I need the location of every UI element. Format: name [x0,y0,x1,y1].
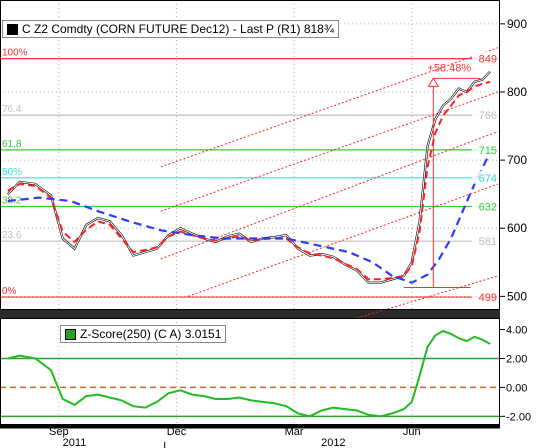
level-tag-bg-0 [472,51,499,65]
zscore-ytick-label-1: 0.00 [506,382,527,394]
level-tag-0: 849 [479,54,497,66]
move-arrow-head [427,77,440,87]
level-tag-bg-3 [472,170,499,184]
time-tick-label-0: Sep [49,426,69,438]
level-tag-bg-1 [472,108,499,122]
zscore-plot-frame [0,318,500,425]
year-label-2012: 2012 [321,437,345,448]
time-axis-area [0,428,540,448]
moving-average-short [7,80,491,281]
panel-separator [0,310,540,318]
level-tag-bg-4 [472,199,499,213]
time-tick-label-2: Mar [285,426,304,438]
level-tag-1: 766 [479,110,497,122]
fib-level-label-0: 100% [2,48,28,59]
zscore-legend-swatch [65,328,76,340]
level-tag-5: 581 [479,236,497,248]
fib-level-label-6: 0% [2,286,17,297]
zscore-ytick-label-3: 4.00 [506,325,527,337]
price-series-line [7,71,491,284]
level-tag-4: 632 [479,201,497,213]
price-legend-swatch [7,23,18,35]
price-ytick-label-4: 900 [507,17,527,31]
level-tag-bg-6 [472,290,499,304]
zscore-ytick-label-2: 2.00 [506,353,527,365]
level-tag-bg-5 [472,234,499,248]
level-tag-2: 715 [479,145,497,157]
time-tick-label-3: Jun [403,426,421,438]
fib-level-label-1: 76.4 [2,104,22,115]
zscore-legend-label: Z-Score(250) (C A) 3.0151 [80,327,222,341]
zscore-ytick-label-0: -2.00 [506,411,531,423]
price-ytick-label-0: 500 [507,289,527,303]
fib-level-label-5: 23.6 [2,230,22,241]
price-legend-label: C Z2 Comdty (CORN FUTURE Dec12) - Last P… [22,22,334,36]
price-ytick-label-1: 600 [507,221,527,235]
price-plot-area [0,0,500,310]
fib-level-label-2: 61.8 [2,139,22,150]
move-percent-label: +58.48% [427,63,471,75]
zscore-legend: Z-Score(250) (C A) 3.0151 [60,325,227,343]
zscore-series-line [7,329,491,418]
price-ytick-label-3: 800 [507,85,527,99]
price-legend: C Z2 Comdty (CORN FUTURE Dec12) - Last P… [2,20,339,38]
time-tick-label-1: Dec [167,426,187,438]
channel-line-4 [356,275,499,319]
moving-average-long [7,151,492,284]
channel-line-3 [188,183,499,297]
fib-level-label-3: 50% [2,167,22,178]
right-axis-area [500,0,540,428]
level-tag-bg-2 [472,142,499,156]
price-plot-frame [0,0,500,310]
level-tag-6: 499 [479,292,497,304]
year-label-2011: 2011 [63,437,87,448]
price-ytick-label-2: 700 [507,153,527,167]
level-tag-3: 674 [479,173,497,185]
